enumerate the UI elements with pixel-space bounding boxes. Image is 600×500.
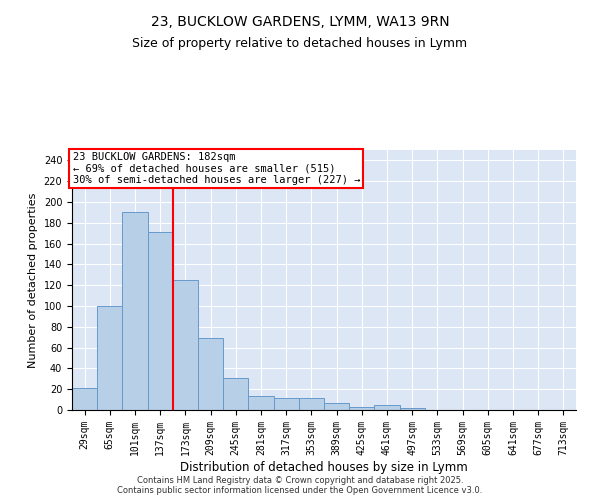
Text: 23 BUCKLOW GARDENS: 182sqm
← 69% of detached houses are smaller (515)
30% of sem: 23 BUCKLOW GARDENS: 182sqm ← 69% of deta… [73, 152, 360, 186]
Text: 23, BUCKLOW GARDENS, LYMM, WA13 9RN: 23, BUCKLOW GARDENS, LYMM, WA13 9RN [151, 15, 449, 29]
Text: Contains HM Land Registry data © Crown copyright and database right 2025.
Contai: Contains HM Land Registry data © Crown c… [118, 476, 482, 495]
Bar [97, 306, 122, 410]
Bar [198, 338, 223, 410]
X-axis label: Distribution of detached houses by size in Lymm: Distribution of detached houses by size … [180, 460, 468, 473]
Bar [374, 405, 400, 410]
Y-axis label: Number of detached properties: Number of detached properties [28, 192, 38, 368]
Bar [274, 398, 299, 410]
Bar [324, 402, 349, 410]
Bar [299, 398, 324, 410]
Text: Size of property relative to detached houses in Lymm: Size of property relative to detached ho… [133, 38, 467, 51]
Bar [173, 280, 198, 410]
Bar [72, 388, 97, 410]
Bar [400, 408, 425, 410]
Bar [122, 212, 148, 410]
Bar [223, 378, 248, 410]
Bar [248, 396, 274, 410]
Bar [349, 407, 374, 410]
Bar [148, 232, 173, 410]
